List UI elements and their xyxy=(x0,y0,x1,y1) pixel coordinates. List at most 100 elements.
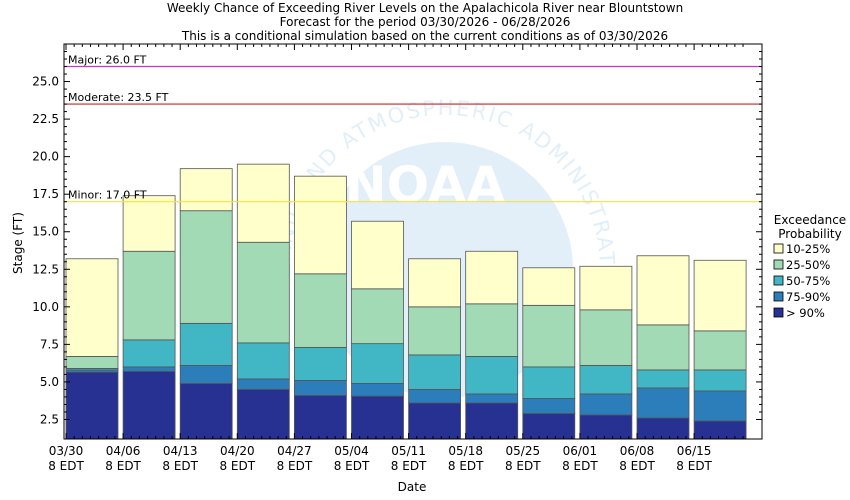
x-axis-label: Date xyxy=(398,480,427,494)
bar-segment-gt90 xyxy=(579,414,633,440)
bar-segment-p50-75 xyxy=(408,354,462,390)
bar-segment-p75-90 xyxy=(122,366,176,372)
bar-segment-gt90 xyxy=(522,413,576,440)
x-tick-label-time: 8 EDT xyxy=(334,459,370,473)
bar-segment-gt90 xyxy=(236,389,290,440)
bar-segment-p10-25 xyxy=(293,175,347,275)
bar-segment-p25-50 xyxy=(408,306,462,356)
y-tick-label: 15.0 xyxy=(32,225,59,239)
legend-swatch xyxy=(773,275,784,286)
bar-segment-p10-25 xyxy=(351,220,404,290)
bar-segment-p75-90 xyxy=(522,398,576,414)
plot-frame xyxy=(63,43,763,440)
bar-segment-p25-50 xyxy=(351,288,404,345)
legend-label: 50-75% xyxy=(786,274,830,288)
bar-segment-p10-25 xyxy=(179,168,233,212)
bar-segment-gt90 xyxy=(636,417,690,440)
bar-segment-p25-50 xyxy=(293,273,347,348)
y-axis-label: Stage (FT) xyxy=(11,212,25,274)
y-tick-label: 22.5 xyxy=(32,112,59,126)
legend-label: 75-90% xyxy=(786,290,830,304)
bar-segment-p10-25 xyxy=(579,265,633,311)
x-tick-label-time: 8 EDT xyxy=(162,459,198,473)
chart-title-line-2: Forecast for the period 03/30/2026 - 06/… xyxy=(279,15,571,29)
bar-segment-p25-50 xyxy=(693,330,747,371)
bar-segment-p75-90 xyxy=(408,389,462,404)
bar-segment-p75-90 xyxy=(579,393,633,416)
axes-layer: 2.5 5.0 7.5 10.0 12.5 15.0 17.5 20.0 22.5 25.0 03/… xyxy=(32,43,763,473)
x-tick-label-time: 8 EDT xyxy=(505,459,541,473)
x-tick-label-date: 06/01 xyxy=(563,444,598,458)
x-tick-label-time: 8 EDT xyxy=(676,459,712,473)
bar-segment-p50-75 xyxy=(351,343,404,384)
x-tick-label-date: 05/25 xyxy=(506,444,541,458)
thresholds-layer: Major: 26.0 FT Moderate: 23.5 FT Minor: 17… xyxy=(64,54,762,203)
bar-segment-p10-25 xyxy=(693,259,747,332)
bar-segment-gt90 xyxy=(465,402,519,440)
bar-segment-gt90 xyxy=(179,383,233,440)
bar-segment-p75-90 xyxy=(465,393,519,404)
bar-segment-p75-90 xyxy=(293,380,347,396)
x-tick-label-date: 04/13 xyxy=(163,444,198,458)
bar-segment-p10-25 xyxy=(236,163,290,243)
legend-swatch xyxy=(773,291,784,302)
x-tick-label-time: 8 EDT xyxy=(105,459,141,473)
chart-title-line-3: This is a conditional simulation based o… xyxy=(181,29,669,43)
bar-segment-gt90 xyxy=(122,371,176,440)
x-tick-label-time: 8 EDT xyxy=(448,459,484,473)
bar-segment-p75-90 xyxy=(236,378,290,390)
bar-segment-gt90 xyxy=(293,395,347,440)
x-tick-label-time: 8 EDT xyxy=(391,459,427,473)
x-tick-label-date: 05/04 xyxy=(334,444,369,458)
bar-segment-p50-75 xyxy=(122,339,176,368)
x-tick-label-date: 05/18 xyxy=(448,444,483,458)
x-tick-label-date: 04/27 xyxy=(277,444,312,458)
legend-swatch xyxy=(773,243,784,254)
y-tick-label: 20.0 xyxy=(32,150,59,164)
bar-segment-gt90 xyxy=(351,395,404,440)
legend-label: 10-25% xyxy=(786,242,830,256)
bar-segment-p10-25 xyxy=(408,258,462,308)
legend-title: Exceedance xyxy=(774,213,846,227)
bar-segment-p75-90 xyxy=(179,365,233,384)
bar-segment-p50-75 xyxy=(236,342,290,380)
bar-segment-p50-75 xyxy=(636,369,690,389)
bar-segment-p25-50 xyxy=(636,324,690,371)
x-tick-label-date: 03/30 xyxy=(49,444,84,458)
x-tick-label-date: 04/06 xyxy=(106,444,141,458)
legend-label: > 90% xyxy=(786,306,825,320)
bar-segment-p10-25 xyxy=(465,250,519,305)
bar-segment-p10-25 xyxy=(65,258,119,357)
x-tick-label-date: 04/20 xyxy=(220,444,255,458)
x-tick-label-time: 8 EDT xyxy=(48,459,84,473)
bars-layer xyxy=(65,163,747,440)
bar-segment-gt90 xyxy=(65,371,119,440)
bar-segment-p25-50 xyxy=(522,304,576,368)
chart-title-line-1: Weekly Chance of Exceeding River Levels … xyxy=(166,1,684,15)
bar-segment-p50-75 xyxy=(693,369,747,392)
bar-segment-p25-50 xyxy=(465,303,519,357)
bar-segment-p75-90 xyxy=(351,383,404,397)
bar-segment-p10-25 xyxy=(636,255,690,326)
x-tick-label-date: 06/08 xyxy=(620,444,655,458)
legend-swatch xyxy=(773,259,784,270)
bar-segment-p50-75 xyxy=(465,355,519,395)
y-tick-label: 2.5 xyxy=(40,412,59,426)
bar-segment-p50-75 xyxy=(579,365,633,395)
bar-segment-p25-50 xyxy=(236,241,290,344)
x-tick-label-time: 8 EDT xyxy=(219,459,255,473)
legend-label: 25-50% xyxy=(786,258,830,272)
bar-segment-p75-90 xyxy=(693,390,747,422)
bar-segment-p25-50 xyxy=(65,355,119,369)
x-tick-label-time: 8 EDT xyxy=(619,459,655,473)
x-tick-label-date: 06/15 xyxy=(677,444,712,458)
legend-swatch xyxy=(773,307,784,318)
y-tick-label: 17.5 xyxy=(32,187,59,201)
bar-segment-p25-50 xyxy=(579,309,633,366)
bar-segment-p75-90 xyxy=(636,387,690,419)
bar-segment-p10-25 xyxy=(122,195,176,252)
bar-segment-p50-75 xyxy=(179,322,233,366)
x-tick-label-date: 05/11 xyxy=(391,444,426,458)
